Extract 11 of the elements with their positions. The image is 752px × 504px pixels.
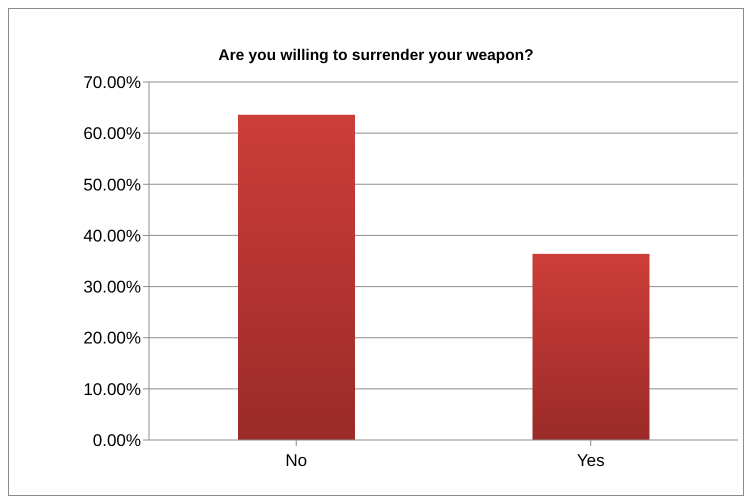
y-tick-label: 50.00%	[83, 175, 141, 194]
y-tick-label: 30.00%	[83, 278, 141, 297]
y-tick-label: 0.00%	[92, 431, 141, 450]
y-tick-label: 40.00%	[83, 226, 141, 246]
y-tick-label: 20.00%	[83, 328, 141, 348]
y-tick-label: 60.00%	[83, 124, 141, 144]
x-tick-label: No	[285, 451, 308, 470]
x-tick-label: Yes	[576, 451, 605, 470]
y-tick-label: 70.00%	[83, 73, 141, 92]
chart-title: Are you willing to surrender your weapon?	[217, 47, 535, 65]
y-tick-label: 10.00%	[83, 380, 141, 399]
